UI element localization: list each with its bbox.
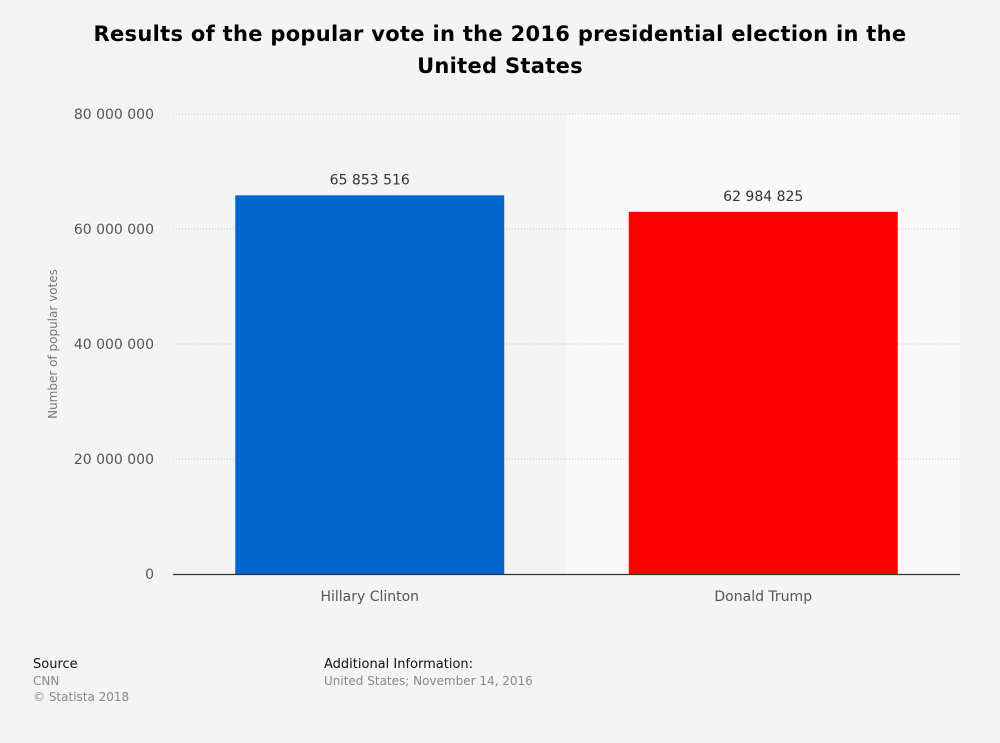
y-tick-label: 20 000 000 [74, 452, 154, 468]
source-heading: Source [33, 657, 78, 672]
y-tick-label: 40 000 000 [74, 337, 154, 353]
chart-title: Results of the popular vote in the 2016 … [93, 22, 907, 78]
source-block: Source CNN © Statista 2018 [33, 657, 129, 705]
y-tick-label: 60 000 000 [74, 222, 154, 238]
additional-info-text: United States; November 14, 2016 [324, 674, 533, 688]
y-tick-label: 0 [145, 567, 154, 583]
additional-info-block: Additional Information: United States; N… [324, 657, 533, 689]
bars: 65 853 516 Hillary Clinton 62 984 825 Donal… [235, 172, 898, 605]
bar-donald-trump[interactable] [628, 211, 898, 574]
data-label: 62 984 825 [723, 189, 803, 205]
y-axis-label: Number of popular votes [46, 269, 60, 419]
gridlines [173, 113, 960, 460]
x-tick-label: Hillary Clinton [320, 589, 419, 605]
data-label: 65 853 516 [330, 172, 410, 188]
bar-chart: 0 20 000 000 40 000 000 60 000 000 80 000 00… [46, 107, 960, 605]
additional-info-heading: Additional Information: [324, 657, 474, 672]
source-name[interactable]: CNN [33, 674, 60, 688]
y-axis-ticks: 0 20 000 000 40 000 000 60 000 000 80 000 00… [74, 107, 154, 583]
copyright-text[interactable]: © Statista 2018 [33, 690, 130, 704]
bar-hillary-clinton[interactable] [235, 195, 505, 574]
y-tick-label: 80 000 000 [74, 107, 154, 123]
x-tick-label: Donald Trump [714, 589, 812, 605]
